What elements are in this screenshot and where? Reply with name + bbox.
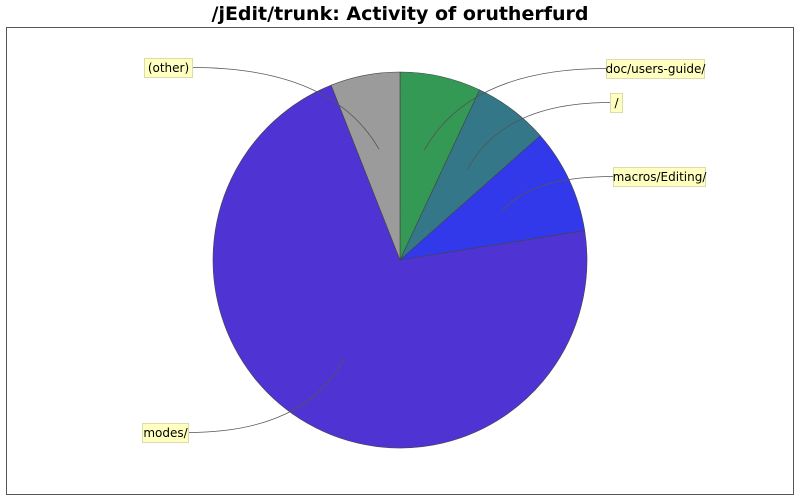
label-box [613,167,706,187]
pie-slice-other [330,71,401,261]
pie-slice-macros-editing [399,135,586,261]
pie-slice-modes [212,84,588,449]
label-box [142,423,189,443]
leader-line-root [467,102,611,170]
label-leaders [187,67,614,433]
leader-line-doc-users-guide [424,68,607,151]
leader-line-other [191,67,380,150]
label-text: doc/users-guide/ [606,62,707,76]
label-box [606,59,705,79]
slice-label-doc-users-guide: doc/users-guide/ [606,59,707,79]
leader-line-macros-editing [501,176,614,213]
leader-line-modes [187,357,345,433]
slice-label-modes: modes/ [142,423,189,443]
label-text: (other) [148,61,189,75]
label-box [144,58,193,78]
pie-slices [212,71,588,449]
label-text: modes/ [143,426,188,440]
slice-label-macros-editing: macros/Editing/ [613,167,708,187]
label-text: macros/Editing/ [613,170,708,184]
slice-label-other: (other) [144,58,193,78]
slice-labels: doc/users-guide/ / macros/Editing/modes/ (o… [142,58,708,443]
label-text: / [614,96,619,110]
label-box [610,93,623,113]
slice-label-root: / [610,93,623,113]
chart-title: /jEdit/trunk: Activity of orutherfurd [211,3,589,25]
